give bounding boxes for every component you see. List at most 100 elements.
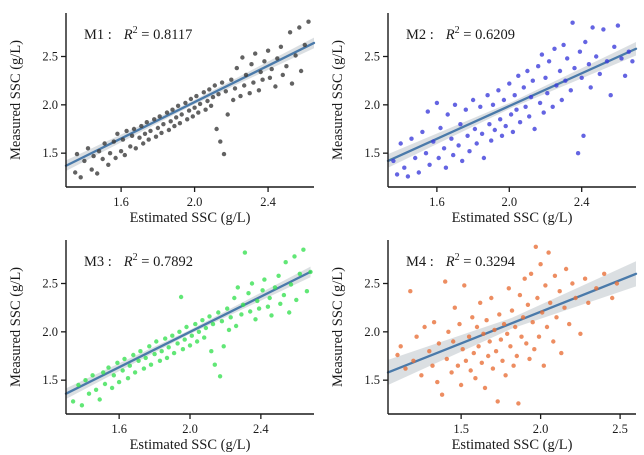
data-point bbox=[203, 325, 209, 331]
data-point bbox=[479, 131, 485, 136]
data-point bbox=[602, 271, 607, 276]
data-point bbox=[235, 285, 240, 290]
data-point bbox=[474, 141, 479, 146]
data-point bbox=[298, 68, 304, 74]
data-point bbox=[131, 352, 136, 358]
data-point bbox=[460, 158, 465, 164]
data-point bbox=[487, 339, 492, 344]
data-point bbox=[260, 77, 265, 82]
data-point bbox=[267, 75, 273, 81]
data-point bbox=[74, 151, 80, 157]
y-tick-label: 1.5 bbox=[364, 146, 380, 160]
data-point bbox=[457, 321, 462, 327]
data-point bbox=[243, 72, 249, 78]
data-point bbox=[588, 85, 593, 90]
data-point bbox=[187, 343, 193, 348]
data-point bbox=[125, 376, 131, 381]
data-point bbox=[530, 320, 535, 325]
data-point bbox=[229, 77, 234, 82]
regression-line bbox=[386, 272, 638, 374]
data-point bbox=[403, 366, 408, 371]
data-point bbox=[219, 319, 225, 324]
data-point bbox=[570, 281, 575, 286]
panel-m4: 1.5 2.0 2.5 1.5 2.0 2.5 Estimated SSC (g/L) Mea… bbox=[322, 228, 644, 455]
r2-value: = 0.7892 bbox=[138, 254, 193, 270]
data-point bbox=[501, 97, 507, 103]
data-point bbox=[482, 385, 488, 391]
data-point bbox=[221, 344, 226, 349]
data-point bbox=[79, 403, 85, 408]
data-point bbox=[287, 30, 293, 35]
data-point bbox=[533, 244, 538, 249]
data-point bbox=[161, 122, 166, 127]
y-tick-label: 2.5 bbox=[364, 277, 380, 291]
data-point bbox=[395, 352, 400, 358]
data-point bbox=[470, 315, 475, 320]
data-point bbox=[170, 333, 175, 338]
data-point bbox=[570, 20, 575, 25]
x-axis-title: Estimated SSC (g/L) bbox=[452, 437, 573, 453]
data-point bbox=[102, 141, 107, 146]
data-point bbox=[391, 158, 396, 164]
data-point bbox=[210, 94, 216, 100]
data-point bbox=[548, 300, 553, 305]
data-point bbox=[157, 358, 163, 363]
data-point bbox=[232, 86, 238, 91]
data-point bbox=[474, 324, 480, 330]
data-point bbox=[172, 123, 177, 129]
data-point bbox=[120, 137, 126, 142]
data-point bbox=[557, 68, 563, 74]
data-point bbox=[267, 295, 272, 301]
data-point bbox=[152, 117, 157, 122]
data-point bbox=[132, 370, 138, 375]
data-point bbox=[89, 167, 94, 172]
data-point bbox=[249, 281, 255, 286]
data-point bbox=[512, 93, 517, 98]
data-point bbox=[472, 126, 478, 132]
data-point bbox=[496, 88, 501, 93]
data-point bbox=[503, 373, 508, 378]
y-tick-label: 2.0 bbox=[364, 325, 380, 339]
data-point bbox=[486, 353, 491, 359]
r-symbol: R bbox=[445, 254, 455, 270]
x-axis-title: Estimated SSC (g/L) bbox=[452, 210, 573, 226]
data-point bbox=[506, 286, 511, 291]
data-point bbox=[200, 318, 205, 323]
data-point bbox=[543, 75, 548, 81]
data-point bbox=[106, 365, 111, 370]
r-symbol: R bbox=[445, 27, 455, 43]
data-point bbox=[186, 108, 192, 113]
data-point bbox=[122, 152, 128, 158]
data-point bbox=[463, 107, 468, 112]
panel-m2: 1.6 2.0 2.4 1.5 2.0 2.5 Estimated SSC (g/L) Mea… bbox=[322, 1, 644, 228]
data-point bbox=[166, 345, 171, 350]
data-point bbox=[519, 334, 524, 339]
data-point bbox=[527, 114, 532, 119]
data-point bbox=[96, 149, 102, 154]
data-point bbox=[238, 93, 243, 99]
data-point bbox=[301, 247, 306, 252]
data-point bbox=[489, 295, 494, 301]
data-point bbox=[278, 301, 283, 306]
data-point bbox=[508, 344, 513, 349]
data-point bbox=[503, 123, 508, 129]
data-point bbox=[157, 114, 162, 119]
data-point bbox=[545, 91, 550, 96]
data-point bbox=[615, 23, 621, 28]
data-point bbox=[143, 355, 148, 361]
data-point bbox=[476, 344, 481, 349]
data-point bbox=[247, 91, 252, 96]
data-point bbox=[196, 329, 202, 334]
data-point bbox=[467, 149, 472, 154]
r2-annotation: M4 : R2 = 0.3294 bbox=[406, 252, 516, 270]
data-point bbox=[581, 133, 586, 138]
r-symbol: R bbox=[123, 254, 133, 270]
data-point bbox=[141, 366, 147, 371]
data-point bbox=[563, 78, 568, 83]
data-point bbox=[562, 305, 567, 310]
data-point bbox=[435, 379, 440, 385]
data-point bbox=[228, 315, 233, 320]
data-point bbox=[256, 306, 262, 311]
data-point bbox=[481, 331, 486, 336]
data-point bbox=[129, 133, 135, 138]
